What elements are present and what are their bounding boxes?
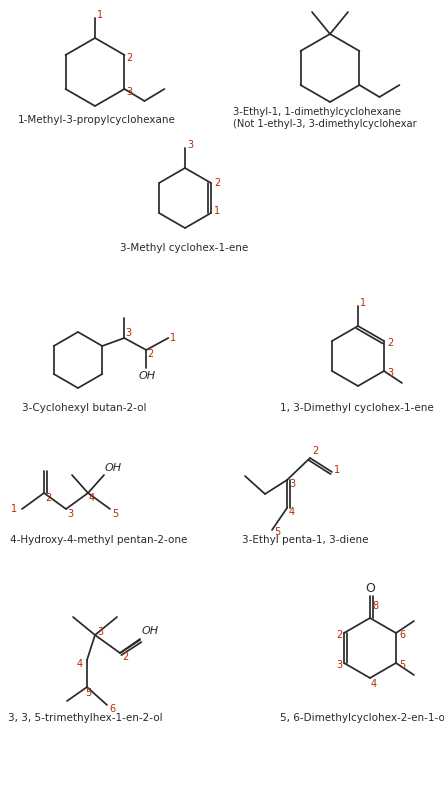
Text: 1: 1	[360, 298, 366, 308]
Text: 2: 2	[147, 349, 154, 359]
Text: 2: 2	[312, 446, 318, 456]
Text: 8: 8	[372, 601, 378, 611]
Text: 3-Ethyl penta-1, 3-diene: 3-Ethyl penta-1, 3-diene	[242, 535, 369, 545]
Text: 3: 3	[127, 87, 133, 97]
Text: 1, 3-Dimethyl cyclohex-1-ene: 1, 3-Dimethyl cyclohex-1-ene	[280, 403, 434, 413]
Text: 3: 3	[97, 627, 103, 637]
Text: 6: 6	[399, 630, 405, 640]
Text: 5: 5	[274, 527, 280, 537]
Text: 3: 3	[387, 368, 393, 378]
Text: 2: 2	[214, 178, 220, 188]
Text: 3: 3	[289, 479, 295, 489]
Text: 1: 1	[214, 206, 220, 216]
Text: 3: 3	[336, 660, 342, 670]
Text: 1: 1	[170, 333, 176, 343]
Text: 1: 1	[334, 465, 340, 475]
Text: OH: OH	[105, 463, 122, 473]
Text: 2: 2	[387, 338, 393, 348]
Text: 2: 2	[336, 630, 342, 640]
Text: 4: 4	[77, 659, 83, 669]
Text: 1: 1	[11, 504, 17, 514]
Text: 1-Methyl-3-propylcyclohexane: 1-Methyl-3-propylcyclohexane	[18, 115, 176, 125]
Text: 3-Cyclohexyl butan-2-ol: 3-Cyclohexyl butan-2-ol	[22, 403, 147, 413]
Text: 4: 4	[371, 679, 377, 689]
Text: 3-Ethyl-1, 1-dimethylcyclohexane: 3-Ethyl-1, 1-dimethylcyclohexane	[233, 107, 401, 117]
Text: OH: OH	[138, 371, 155, 381]
Text: 4-Hydroxy-4-methyl pentan-2-one: 4-Hydroxy-4-methyl pentan-2-one	[10, 535, 187, 545]
Text: (Not 1-ethyl-3, 3-dimethylcyclohexar: (Not 1-ethyl-3, 3-dimethylcyclohexar	[233, 119, 417, 129]
Text: 5: 5	[399, 660, 405, 670]
Text: 2: 2	[45, 493, 51, 503]
Text: OH: OH	[142, 626, 159, 636]
Text: 5: 5	[112, 509, 118, 519]
Text: 1: 1	[97, 10, 103, 20]
Text: 6: 6	[109, 704, 115, 714]
Text: 3: 3	[125, 328, 131, 338]
Text: 2: 2	[122, 652, 128, 662]
Text: 4: 4	[289, 507, 295, 517]
Text: 4: 4	[89, 493, 95, 503]
Text: 2: 2	[127, 53, 133, 63]
Text: 3: 3	[67, 509, 73, 519]
Text: 3, 3, 5-trimethylhex-1-en-2-ol: 3, 3, 5-trimethylhex-1-en-2-ol	[8, 713, 163, 723]
Text: 5: 5	[85, 688, 91, 698]
Text: 3: 3	[187, 140, 193, 150]
Text: 5, 6-Dimethylcyclohex-2-en-1-one: 5, 6-Dimethylcyclohex-2-en-1-one	[280, 713, 444, 723]
Text: O: O	[365, 582, 375, 595]
Text: 3-Methyl cyclohex-1-ene: 3-Methyl cyclohex-1-ene	[120, 243, 248, 253]
